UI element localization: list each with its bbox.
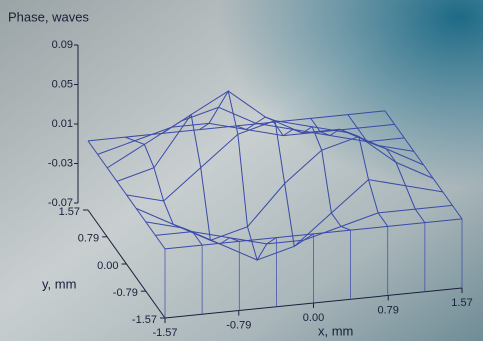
- chart: Phase, waves y, mm x, mm -0.07-0.030.010…: [0, 0, 483, 341]
- y-tick-label: 1.57: [59, 206, 80, 218]
- z-tick-label: 0.05: [52, 78, 73, 90]
- x-tick-label: 1.57: [451, 297, 472, 309]
- x-tick-label: -1.57: [152, 327, 177, 339]
- y-tick-label: -0.79: [113, 287, 138, 299]
- y-tick-label: 0.79: [78, 233, 99, 245]
- y-tick-label: 0.00: [97, 260, 118, 272]
- y-tick-label: -1.57: [132, 314, 157, 326]
- y-axis-label: y, mm: [42, 276, 76, 291]
- z-tick-label: 0.01: [52, 118, 73, 130]
- z-tick-label: -0.03: [48, 157, 73, 169]
- x-axis-label: x, mm: [318, 323, 353, 338]
- x-tick-label: -0.79: [226, 319, 251, 331]
- x-tick-label: 0.79: [378, 304, 399, 316]
- z-tick-label: 0.09: [52, 39, 73, 51]
- z-axis-label: Phase, waves: [8, 9, 89, 24]
- x-tick-label: 0.00: [303, 312, 324, 324]
